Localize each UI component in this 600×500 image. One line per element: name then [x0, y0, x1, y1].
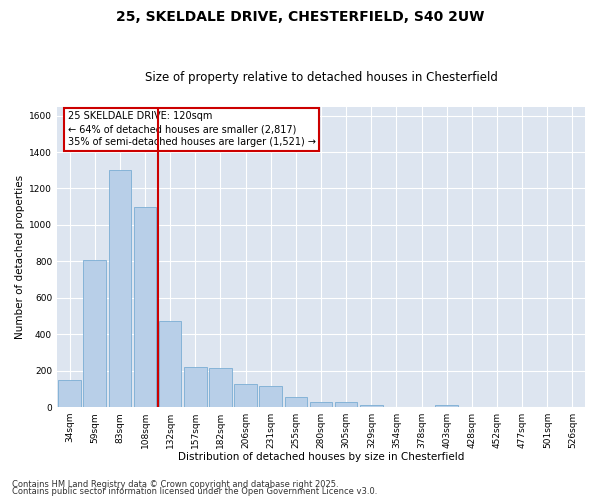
Bar [436, 406, 458, 407]
Y-axis label: Number of detached properties: Number of detached properties [15, 174, 25, 339]
Bar [360, 406, 383, 407]
X-axis label: Distribution of detached houses by size in Chesterfield: Distribution of detached houses by size … [178, 452, 464, 462]
Text: 25 SKELDALE DRIVE: 120sqm
← 64% of detached houses are smaller (2,817)
35% of se: 25 SKELDALE DRIVE: 120sqm ← 64% of detac… [68, 111, 316, 148]
Bar [134, 206, 157, 407]
Bar [159, 320, 181, 407]
Title: Size of property relative to detached houses in Chesterfield: Size of property relative to detached ho… [145, 72, 497, 85]
Bar [58, 380, 81, 407]
Text: Contains public sector information licensed under the Open Government Licence v3: Contains public sector information licen… [12, 487, 377, 496]
Bar [335, 402, 358, 407]
Bar [234, 384, 257, 407]
Bar [284, 397, 307, 407]
Bar [109, 170, 131, 407]
Bar [184, 367, 206, 407]
Text: Contains HM Land Registry data © Crown copyright and database right 2025.: Contains HM Land Registry data © Crown c… [12, 480, 338, 489]
Text: 25, SKELDALE DRIVE, CHESTERFIELD, S40 2UW: 25, SKELDALE DRIVE, CHESTERFIELD, S40 2U… [116, 10, 484, 24]
Bar [310, 402, 332, 407]
Bar [83, 260, 106, 407]
Bar [259, 386, 282, 407]
Bar [209, 368, 232, 407]
